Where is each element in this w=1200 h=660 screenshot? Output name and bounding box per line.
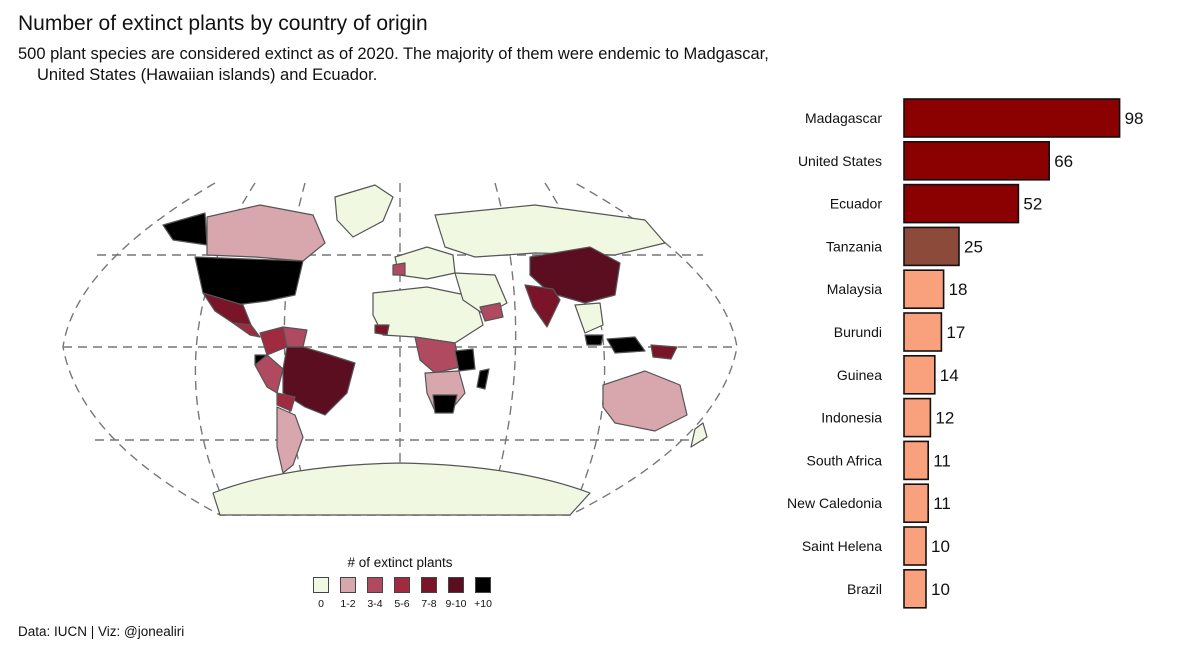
bar <box>903 98 1121 138</box>
legend-item-5-6: 5-6 <box>389 577 415 610</box>
country-central-america <box>232 322 261 338</box>
legend-item-7-8: 7-8 <box>416 577 442 610</box>
legend-item-0: 0 <box>308 577 334 610</box>
country-colombia <box>259 326 288 356</box>
country-alaska <box>162 212 208 246</box>
country-yemen-somalia <box>479 302 504 322</box>
bar <box>903 226 960 267</box>
country-tanzania <box>454 348 476 372</box>
legend-row: 0 1-2 3-4 5-6 7-8 9-10 +10 <box>308 577 497 610</box>
caption: Data: IUCN | Viz: @jonealiri <box>18 624 185 639</box>
data-label: 66 <box>1054 152 1073 171</box>
data-label: 14 <box>940 366 959 385</box>
legend-title: # of extinct plants <box>347 555 453 570</box>
legend-swatch <box>475 577 491 593</box>
data-label: 11 <box>933 494 951 513</box>
legend-swatch <box>367 577 383 593</box>
country-peru <box>254 354 284 394</box>
data-label: 98 <box>1125 109 1144 128</box>
subtitle-line-1: 500 plant species are considered extinct… <box>18 45 769 63</box>
category-label: Guinea <box>837 367 882 383</box>
country-russia <box>434 204 666 258</box>
country-australia <box>602 370 688 432</box>
country-spain <box>392 262 406 276</box>
country-guinea <box>374 324 390 336</box>
country-southeast-asia <box>574 302 604 334</box>
category-label: New Caledonia <box>787 495 882 511</box>
country-canada <box>206 204 326 262</box>
bar <box>903 140 1050 181</box>
category-label: South Africa <box>807 452 883 468</box>
country-bolivia <box>276 392 296 412</box>
category-label: Malaysia <box>827 281 882 297</box>
country-malaysia <box>584 334 604 346</box>
category-label: Madagascar <box>805 110 882 126</box>
legend-swatch <box>448 577 464 593</box>
bar <box>903 397 932 438</box>
data-label: 12 <box>935 409 954 428</box>
legend-label: 7-8 <box>421 598 437 610</box>
country-madagascar <box>476 368 490 390</box>
country-new-zealand <box>690 422 708 448</box>
country-venezuela <box>282 326 308 348</box>
legend-label: 3-4 <box>367 598 383 610</box>
data-label: 52 <box>1023 195 1042 214</box>
country-greenland <box>334 184 394 238</box>
data-label: 18 <box>949 280 968 299</box>
legend-label: 1-2 <box>340 598 356 610</box>
category-label: Tanzania <box>826 238 882 254</box>
category-label: Burundi <box>834 324 882 340</box>
legend-label: 0 <box>318 598 324 610</box>
bar <box>903 483 930 524</box>
country-papua <box>650 344 678 360</box>
map-outline <box>62 182 738 516</box>
category-label: United States <box>798 153 882 169</box>
chart-title: Number of extinct plants by country of o… <box>18 12 428 35</box>
legend-item-1-2: 1-2 <box>335 577 361 610</box>
category-label: Saint Helena <box>802 538 882 554</box>
country-india <box>524 284 561 328</box>
data-label: 17 <box>946 323 965 342</box>
legend-swatch <box>313 577 329 593</box>
legend-item-10-plus: +10 <box>470 577 496 610</box>
subtitle-line-2: United States (Hawaiian islands) and Ecu… <box>37 66 378 84</box>
legend-swatch <box>421 577 437 593</box>
category-label: Ecuador <box>830 196 882 212</box>
bar <box>903 269 945 309</box>
data-label: 10 <box>931 537 950 556</box>
bar <box>903 526 927 566</box>
country-antarctica <box>212 462 591 516</box>
category-label: Brazil <box>847 581 882 597</box>
country-indonesia <box>606 336 646 354</box>
legend-label: 5-6 <box>394 598 410 610</box>
legend-swatch <box>394 577 410 593</box>
legend-item-9-10: 9-10 <box>443 577 469 610</box>
bar <box>903 568 927 609</box>
country-central-africa <box>414 336 461 374</box>
countries <box>162 184 708 516</box>
country-brazil <box>282 346 356 416</box>
bar <box>903 183 1020 224</box>
legend-swatch <box>340 577 356 593</box>
data-label: 10 <box>931 580 950 599</box>
category-label: Indonesia <box>821 410 882 426</box>
bar <box>903 312 943 352</box>
legend-label: 9-10 <box>445 598 467 610</box>
legend-label: +10 <box>474 598 492 610</box>
data-label: 11 <box>933 451 951 470</box>
chart-subtitle: 500 plant species are considered extinct… <box>18 44 769 86</box>
bar <box>903 440 930 481</box>
country-chile-argentina <box>276 406 304 474</box>
bar-chart: Madagascar 98 United States 66 Ecuador 52 Tanz… <box>787 98 1144 609</box>
data-label: 25 <box>964 237 983 256</box>
country-south-africa <box>432 394 458 414</box>
world-map <box>62 182 738 516</box>
bar <box>903 354 936 395</box>
legend-item-3-4: 3-4 <box>362 577 388 610</box>
